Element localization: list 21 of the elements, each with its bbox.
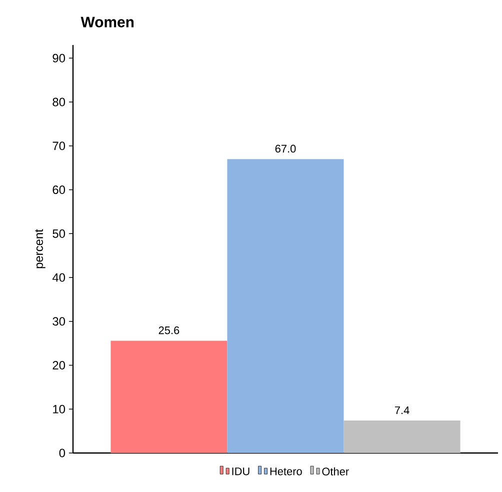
bar (227, 159, 344, 453)
y-tick-label: 40 (52, 273, 66, 282)
y-tick-label: 10 (53, 404, 66, 414)
legend-label: Hetero (270, 468, 302, 476)
y-tick-label: 0 (59, 448, 66, 458)
data-label: 67.0 (275, 144, 296, 153)
legend-label: IDU (232, 468, 250, 476)
data-label: 25.6 (158, 326, 180, 334)
chart-title: Women (80, 16, 134, 28)
y-tick-label: 50 (52, 229, 66, 238)
y-tick-label: 60 (52, 186, 66, 194)
y-tick-label: 90 (52, 54, 66, 62)
bar (110, 340, 228, 453)
y-tick-label: 80 (52, 98, 66, 106)
y-tick-label: 30 (52, 317, 66, 326)
y-tick-label: 20 (52, 361, 66, 370)
legend-label: Other (322, 467, 349, 476)
data-label: 7.4 (394, 406, 410, 414)
y-tick-label: 70 (52, 142, 66, 150)
y-axis-title: percent (35, 229, 46, 268)
bar (344, 420, 460, 453)
